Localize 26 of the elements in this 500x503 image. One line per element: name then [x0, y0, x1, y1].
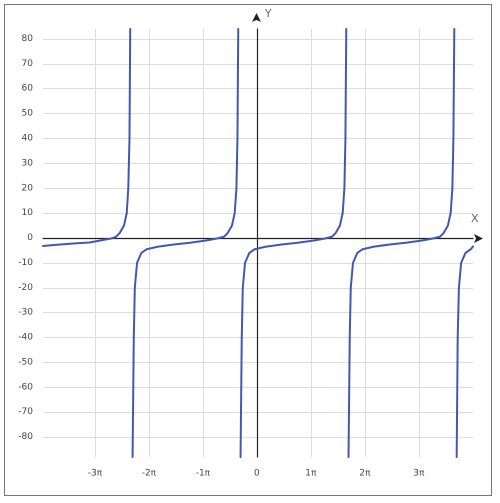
y-tick-label: -10: [18, 258, 34, 268]
y-tick-label: 80: [22, 34, 34, 44]
y-tick-label: 10: [22, 208, 34, 218]
y-axis-title: Y: [264, 7, 272, 20]
y-tick-label: 20: [22, 183, 34, 194]
x-tick-label: 2π: [359, 468, 372, 478]
y-tick-label: 60: [22, 84, 34, 94]
x-axis-title: X: [471, 212, 479, 226]
x-tick-label: 1π: [305, 468, 318, 478]
y-tick-label: -60: [18, 382, 34, 392]
x-tick-label: -2π: [142, 468, 157, 478]
y-tick-label: 30: [22, 158, 34, 168]
y-tick-label: -50: [18, 357, 34, 368]
y-tick-label: -70: [18, 407, 34, 418]
x-tick-label: -3π: [88, 468, 103, 478]
y-tick-label: -30: [18, 308, 34, 318]
y-tick-label: -80: [18, 432, 34, 442]
x-tick-label: 0: [254, 468, 260, 478]
y-tick-label: 0: [27, 233, 34, 244]
y-tick-label: 40: [22, 133, 34, 144]
y-tick-label: 50: [22, 108, 34, 119]
x-tick-label: 3π: [413, 468, 425, 478]
y-tick-label: -20: [18, 282, 34, 293]
y-tick-label: 70: [22, 58, 34, 69]
x-tick-label: -1π: [196, 468, 211, 478]
y-tick-label: -40: [18, 332, 34, 343]
